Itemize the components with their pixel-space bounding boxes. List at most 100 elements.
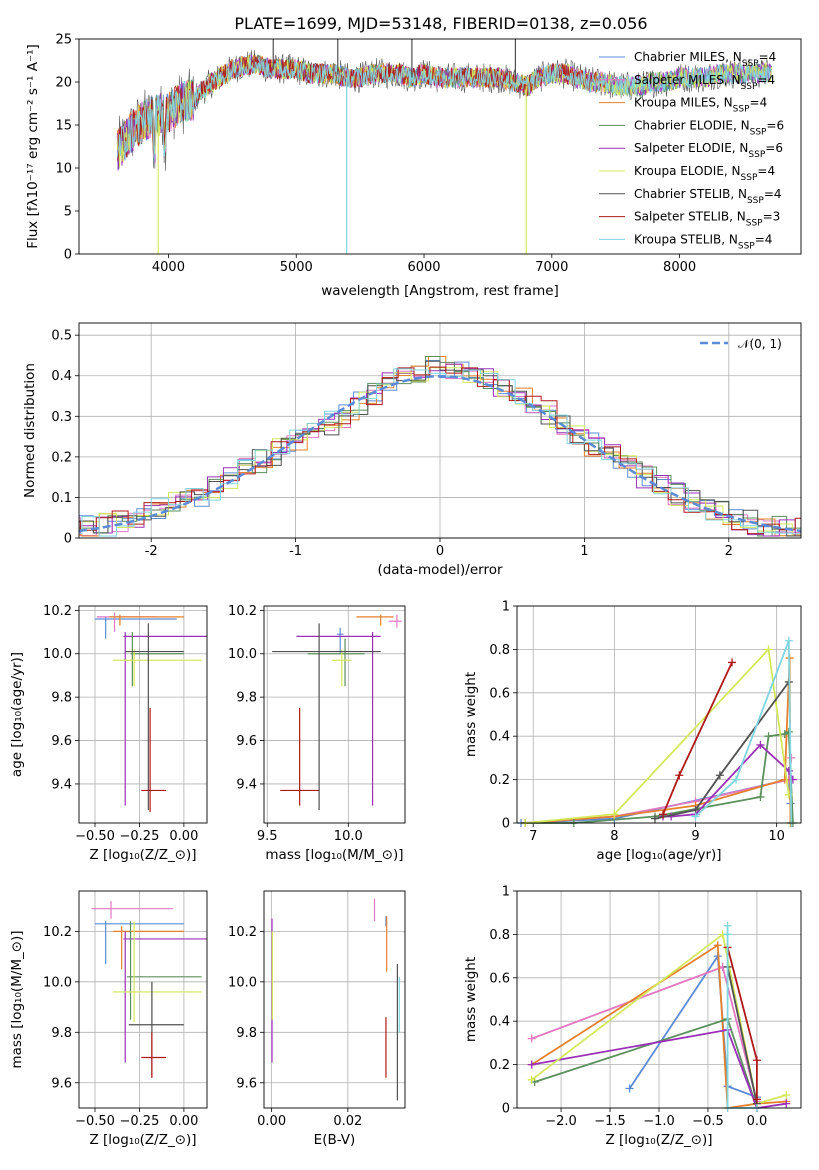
y-tick-label: 0.6	[489, 686, 510, 701]
series-marker	[782, 1090, 791, 1099]
y-tick-label: 0.2	[51, 450, 72, 465]
y-axis-label: Flux [fλ10⁻¹⁷ erg cm⁻² s⁻¹ A⁻¹]	[25, 44, 41, 249]
x-tick-label: −0.50	[75, 829, 115, 844]
legend-entry: Chabrier STELIB, NSSP=4	[634, 187, 782, 206]
x-tick-label: −2.0	[545, 1114, 577, 1129]
y-tick-label: 9.4	[236, 777, 257, 792]
x-tick-label: 5000	[280, 260, 313, 275]
y-tick-label: 0.8	[489, 643, 510, 658]
series-marker	[723, 930, 732, 939]
y-tick-label: 10.2	[43, 925, 72, 940]
series-marker	[650, 814, 659, 823]
x-tick-label: 7	[529, 829, 537, 844]
axes-frame	[263, 890, 406, 1109]
y-axis-label: mass weight	[463, 957, 479, 1042]
y-axis-label: age [log₁₀(age/yr)]	[9, 652, 25, 777]
legend-entry: Salpeter ELODIE, NSSP=6	[634, 141, 783, 160]
series-marker	[752, 1056, 761, 1065]
spectrum-line	[116, 56, 606, 161]
series-marker	[784, 636, 793, 645]
y-tick-label: 15	[55, 119, 72, 134]
y-tick-label: 0.8	[489, 928, 510, 943]
series-marker	[610, 810, 619, 819]
mass-weight-vs-age-panel: 7 8 9 10 0 0.2 0.4 0.6 0.8 1 age [log₁₀(age/yr)] ma…	[463, 600, 802, 863]
x-tick-label: 6000	[407, 260, 440, 275]
series-marker	[713, 941, 722, 950]
y-tick-label: 0.2	[489, 773, 510, 788]
series-marker	[527, 1034, 536, 1043]
x-tick-label: 0	[436, 544, 444, 559]
x-tick-label: −1.5	[594, 1114, 626, 1129]
y-tick-label: 10.0	[43, 975, 72, 990]
y-tick-label: 0.2	[489, 1058, 510, 1073]
y-tick-label: 0	[502, 1102, 510, 1117]
y-tick-label: 10	[55, 162, 72, 177]
series-lines	[527, 921, 791, 1112]
axes-frame	[78, 890, 208, 1109]
x-tick-label: −0.50	[75, 1114, 115, 1129]
x-tick-label: 2	[725, 544, 733, 559]
x-tick-label: 10.0	[334, 829, 363, 844]
spectrum-lines	[116, 39, 772, 254]
error-bars	[271, 898, 400, 1101]
series-marker	[782, 1099, 791, 1108]
series-line	[694, 640, 793, 824]
legend-entry: Chabrier MILES, NSSP=4	[634, 50, 776, 69]
y-axis-label: Normed distribution	[22, 363, 38, 498]
y-tick-label: 9.8	[51, 1026, 72, 1041]
series-marker	[691, 812, 700, 821]
y-tick-label: 9.6	[51, 734, 72, 749]
y-tick-label: 9.6	[236, 734, 257, 749]
series-marker	[764, 732, 773, 741]
series-marker	[756, 740, 765, 749]
x-tick-label: −0.25	[120, 1114, 160, 1129]
y-tick-label: 0.4	[51, 369, 72, 384]
y-tick-label: 10.0	[43, 647, 72, 662]
x-tick-label: 10	[768, 829, 785, 844]
x-axis-label: age [log₁₀(age/yr)]	[596, 847, 721, 863]
axes-frame	[516, 890, 802, 1109]
x-axis-label: (data-model)/error	[377, 562, 503, 578]
series-marker	[784, 727, 793, 736]
x-tick-label: 0.02	[333, 1114, 362, 1129]
series-marker	[756, 792, 765, 801]
y-tick-label: 0	[64, 248, 72, 263]
y-tick-label: 10.2	[43, 604, 72, 619]
series-marker	[675, 771, 684, 780]
x-tick-label: 0.00	[169, 1114, 198, 1129]
y-tick-label: 9.8	[236, 1026, 257, 1041]
histogram-step	[79, 366, 801, 535]
residual-histogram-panel: -2 -1 0 1 2 0 0.1 0.2 0.3 0.4 0.5 𝒩(0, 1) (data-mode…	[22, 322, 802, 578]
x-axis-label: Z [log₁₀(Z/Z_⊙)]	[89, 847, 196, 863]
series-line	[531, 1028, 787, 1109]
x-tick-label: -2	[145, 544, 158, 559]
y-tick-label: 9.4	[51, 777, 72, 792]
y-tick-label: 0.6	[489, 971, 510, 986]
x-tick-label: 1	[580, 544, 588, 559]
y-tick-label: 10.0	[228, 975, 257, 990]
legend-entry: Salpeter STELIB, NSSP=3	[634, 210, 780, 229]
legend-entry: Kroupa ELODIE, NSSP=4	[634, 164, 775, 183]
x-tick-label: 4000	[152, 260, 185, 275]
gaussian-curve	[79, 374, 801, 533]
spectrum-line	[116, 56, 772, 162]
error-bars	[272, 614, 402, 810]
legend-entry: 𝒩(0, 1)	[738, 337, 782, 351]
axes-frame	[78, 605, 208, 824]
y-tick-label: 5	[64, 205, 72, 220]
axes-frame	[263, 605, 406, 824]
series-line	[525, 647, 790, 824]
error-bars	[91, 901, 207, 1078]
y-tick-label: 9.8	[236, 691, 257, 706]
x-tick-label: 0.0	[747, 1114, 768, 1129]
series-marker	[732, 775, 741, 784]
x-tick-label: 0.00	[169, 829, 198, 844]
spectrum-panel: 4000 5000 6000 7000 8000 0 5 10 15 20 25 Chabrier M…	[25, 14, 802, 299]
y-tick-label: 0.4	[489, 1015, 510, 1030]
series-marker	[715, 771, 724, 780]
x-tick-label: 9	[691, 829, 699, 844]
axes-frame	[78, 322, 802, 539]
y-tick-label: 0.1	[51, 491, 72, 506]
series-line	[654, 681, 790, 820]
